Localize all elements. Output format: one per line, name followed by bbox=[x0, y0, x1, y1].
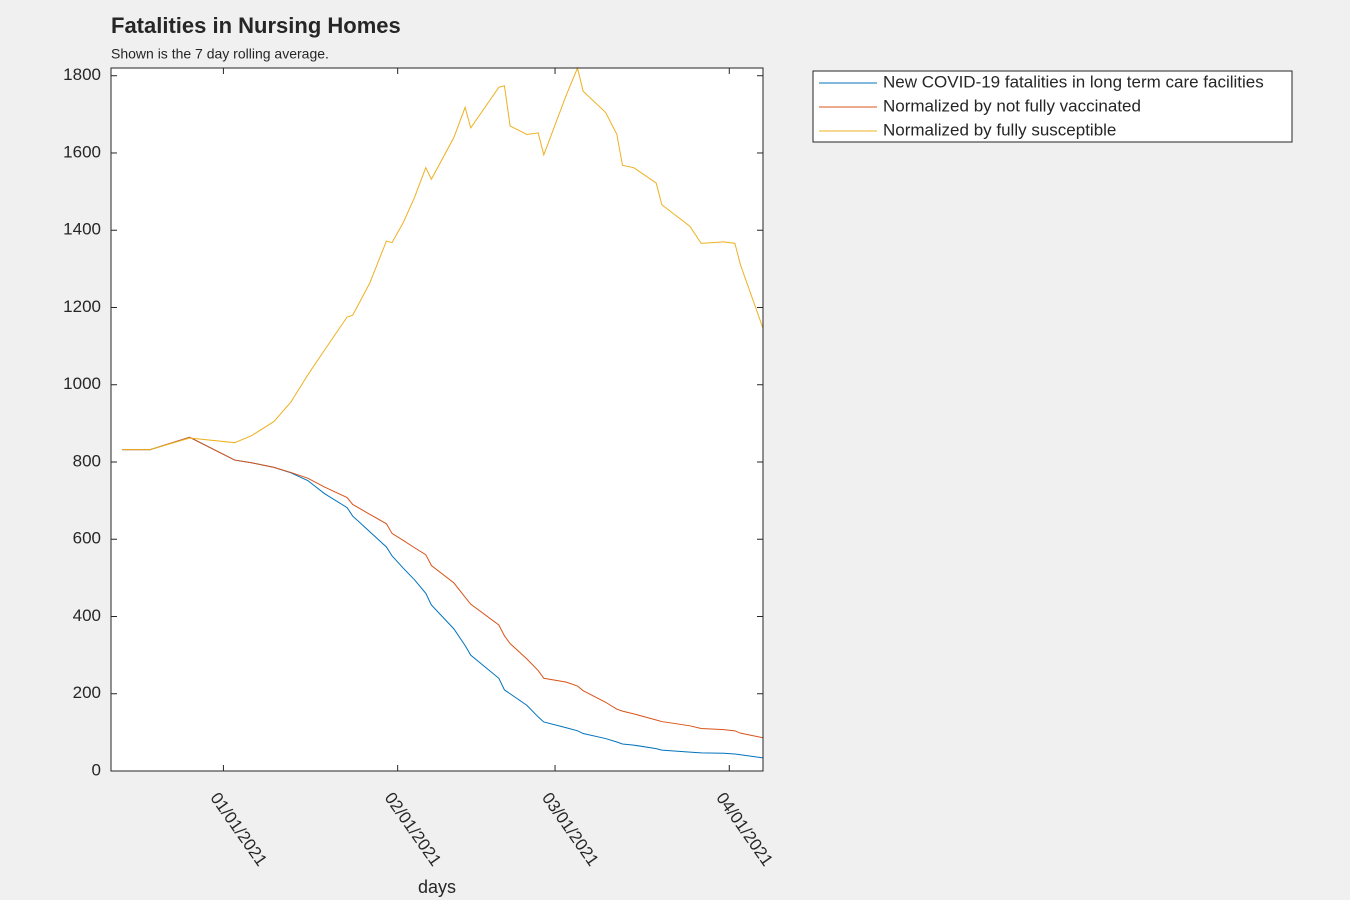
y-tick-label: 1800 bbox=[63, 65, 101, 84]
y-tick-label: 1400 bbox=[63, 220, 101, 239]
chart-title: Fatalities in Nursing Homes bbox=[111, 13, 401, 38]
chart-subtitle: Shown is the 7 day rolling average. bbox=[111, 46, 329, 62]
axes-box bbox=[110, 67, 764, 772]
y-tick-label: 1600 bbox=[63, 142, 101, 161]
x-tick-label: 02/01/2021 bbox=[381, 789, 445, 870]
y-tick-label: 1000 bbox=[63, 374, 101, 393]
y-tick-label: 200 bbox=[73, 683, 101, 702]
legend-label: Normalized by not fully vaccinated bbox=[883, 96, 1141, 115]
legend-box bbox=[812, 70, 1293, 143]
x-tick-label: 04/01/2021 bbox=[712, 789, 776, 870]
legend-label: Normalized by fully susceptible bbox=[883, 120, 1116, 139]
series-line bbox=[122, 436, 764, 739]
series-line bbox=[122, 66, 764, 451]
y-tick-label: 1200 bbox=[63, 297, 101, 316]
legend-label: New COVID-19 fatalities in long term car… bbox=[883, 72, 1264, 91]
x-tick-label: 03/01/2021 bbox=[538, 789, 602, 870]
y-tick-label: 800 bbox=[73, 451, 101, 470]
y-tick-label: 400 bbox=[73, 606, 101, 625]
series-line bbox=[122, 436, 764, 759]
x-axis-label: days bbox=[418, 877, 456, 897]
y-tick-label: 0 bbox=[92, 760, 101, 779]
y-tick-label: 600 bbox=[73, 529, 101, 548]
plot-area bbox=[111, 68, 763, 771]
x-tick-label: 01/01/2021 bbox=[206, 789, 270, 870]
